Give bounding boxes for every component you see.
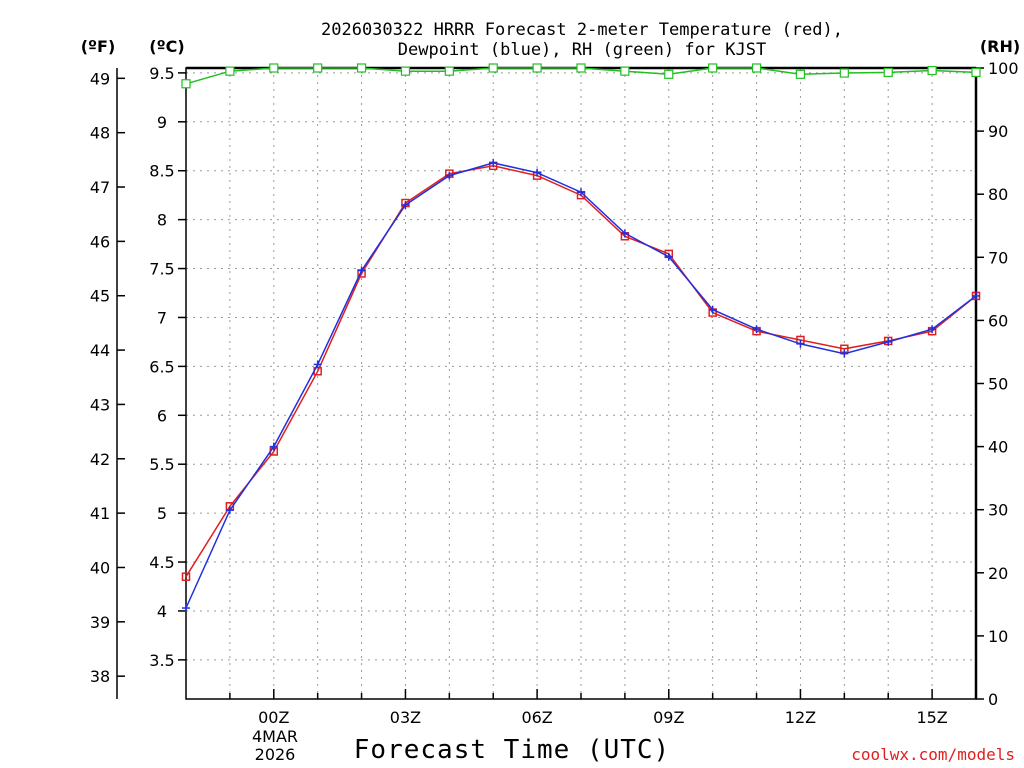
fahrenheit-tick-label: 40 xyxy=(90,558,110,577)
celsius-tick-label: 8.5 xyxy=(149,162,174,181)
rh-point xyxy=(225,66,235,76)
dewpoint-point xyxy=(445,171,454,180)
rh-tick-label: 30 xyxy=(988,501,1008,520)
series-dewpoint xyxy=(182,158,980,613)
dewpoint-point xyxy=(796,339,805,348)
rh-point xyxy=(444,66,454,76)
fahrenheit-unit-label: (ºF) xyxy=(81,37,116,56)
celsius-tick-label: 9.5 xyxy=(149,64,174,83)
dewpoint-point xyxy=(928,325,937,334)
rh-point xyxy=(576,63,586,73)
rh-point xyxy=(971,67,981,78)
fahrenheit-tick-label: 48 xyxy=(90,124,110,143)
dewpoint-point xyxy=(313,360,322,369)
rh-tick-label: 90 xyxy=(988,122,1008,141)
dewpoint-point xyxy=(840,349,849,358)
fahrenheit-tick-label: 39 xyxy=(90,613,110,632)
rh-point xyxy=(795,69,806,79)
rh-tick-label: 80 xyxy=(988,185,1008,204)
rh-point xyxy=(532,63,542,73)
fahrenheit-tick-label: 47 xyxy=(90,178,110,197)
rh-tick-label: 0 xyxy=(988,690,998,709)
fahrenheit-tick-label: 43 xyxy=(90,395,110,414)
celsius-tick-label: 5.5 xyxy=(149,455,174,474)
x-axis-label: Forecast Time (UTC) xyxy=(354,735,670,765)
celsius-tick-label: 6 xyxy=(157,406,167,425)
temperature-line xyxy=(185,165,977,578)
fahrenheit-tick-label: 41 xyxy=(90,504,110,523)
dewpoint-point xyxy=(401,200,410,209)
celsius-unit-label: (ºC) xyxy=(149,37,184,56)
rh-tick-label: 40 xyxy=(988,438,1008,457)
rh-point xyxy=(708,63,718,73)
celsius-tick-label: 9 xyxy=(157,113,167,132)
dewpoint-point xyxy=(489,158,498,167)
dewpoint-point xyxy=(269,442,278,451)
rh-point xyxy=(181,79,191,89)
grid-lines xyxy=(186,68,976,699)
dewpoint-point xyxy=(708,305,717,314)
celsius-tick-label: 8 xyxy=(157,211,167,230)
celsius-tick-label: 6.5 xyxy=(149,357,174,376)
rh-point xyxy=(620,66,630,76)
temperature-point xyxy=(181,572,191,581)
x-tick-label: 09Z xyxy=(653,708,684,727)
rh-point xyxy=(927,65,937,76)
dewpoint-point xyxy=(884,337,893,346)
rh-tick-label: 70 xyxy=(988,248,1008,267)
dewpoint-point xyxy=(972,291,980,300)
dewpoint-point xyxy=(357,266,366,275)
celsius-tick-label: 7.5 xyxy=(149,260,174,279)
fahrenheit-tick-label: 45 xyxy=(90,287,110,306)
celsius-tick-label: 7 xyxy=(157,308,167,327)
rh-tick-label: 50 xyxy=(988,375,1008,394)
rh-tick-label: 100 xyxy=(988,59,1019,78)
x-tick-label: 03Z xyxy=(390,708,421,727)
dewpoint-point xyxy=(182,604,190,613)
dewpoint-point xyxy=(752,325,761,334)
series-rh xyxy=(181,63,981,89)
rh-unit-label: (RH) xyxy=(980,37,1020,56)
fahrenheit-tick-label: 49 xyxy=(90,69,110,88)
rh-point xyxy=(839,68,849,78)
rh-tick-label: 20 xyxy=(988,564,1008,583)
rh-tick-label: 60 xyxy=(988,311,1008,330)
rh-point xyxy=(751,63,762,73)
dewpoint-point xyxy=(664,252,673,261)
chart-title: 2026030322 HRRR Forecast 2-meter Tempera… xyxy=(321,20,843,60)
fahrenheit-tick-label: 46 xyxy=(90,232,110,251)
x-tick-label: 12Z xyxy=(785,708,816,727)
chart-title-line-2: Dewpoint (blue), RH (green) for KJST xyxy=(398,40,766,60)
credit-link[interactable]: coolwx.com/models xyxy=(851,745,1015,764)
dewpoint-point xyxy=(533,168,542,177)
rh-point xyxy=(400,66,411,76)
celsius-tick-label: 4 xyxy=(157,602,167,621)
chart-title-line-1: 2026030322 HRRR Forecast 2-meter Tempera… xyxy=(321,20,843,40)
x-tick-label: 15Z xyxy=(916,708,947,727)
axes: 38 39 40 41 42 43 44 45 46 47 48 49 3.5 4 4.5 5 5.5 6 6.5 7… xyxy=(90,59,1019,727)
dewpoint-point xyxy=(577,188,585,197)
fahrenheit-tick-label: 44 xyxy=(90,341,110,360)
dewpoint-point xyxy=(620,229,629,238)
x-date-year: 2026 xyxy=(255,745,296,764)
celsius-tick-label: 4.5 xyxy=(149,553,174,572)
rh-tick-label: 10 xyxy=(988,627,1008,646)
celsius-tick-label: 5 xyxy=(157,504,167,523)
x-tick-label: 00Z xyxy=(258,708,289,727)
rh-point xyxy=(313,63,323,73)
rh-point xyxy=(664,69,674,79)
fahrenheit-tick-label: 42 xyxy=(90,450,110,469)
x-tick-label: 06Z xyxy=(521,708,552,727)
rh-point xyxy=(356,63,367,73)
x-date-month: 4MAR xyxy=(252,727,298,746)
dewpoint-point xyxy=(225,506,234,515)
data-series xyxy=(181,63,981,613)
celsius-tick-label: 3.5 xyxy=(149,651,174,670)
rh-point xyxy=(269,63,279,73)
rh-point xyxy=(488,63,498,73)
fahrenheit-tick-label: 38 xyxy=(90,667,110,686)
rh-point xyxy=(883,67,893,78)
